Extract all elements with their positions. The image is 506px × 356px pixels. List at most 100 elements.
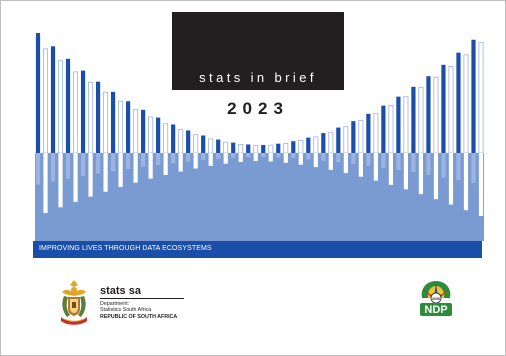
ndp-year: 2030 [432,297,440,301]
lower-gap [343,153,348,174]
upper-bar-outline [43,48,49,154]
upper-bar-outline [103,91,109,154]
lower-bar [276,153,281,158]
upper-bar-outline [343,126,349,154]
ndp-logo-icon: 2030 NDP [420,281,452,316]
upper-bar-outline [433,76,439,154]
lower-gap [298,153,303,165]
lower-bar [246,153,251,158]
lower-gap [283,153,288,163]
lower-gap [448,153,454,205]
upper-bar [95,81,101,153]
lower-bar [351,153,356,164]
upper-bar-outline [283,143,289,154]
upper-bar-outline [448,65,454,154]
lower-gap [208,153,213,166]
lower-bar [231,153,236,158]
upper-bar-outline [478,42,484,154]
lower-gap [178,153,183,172]
upper-bar-outline [163,123,169,154]
lower-gap [103,153,108,192]
lower-bar [50,153,56,182]
lower-bar [441,153,446,178]
lower-gap [358,153,363,177]
lower-gap [148,153,153,179]
upper-bar [126,101,131,153]
lower-bar [261,153,266,158]
lower-bar [35,153,41,185]
upper-bar-outline [223,141,229,154]
upper-bar [321,133,326,153]
upper-bar-outline [328,131,334,154]
lower-gap [433,153,439,200]
lower-bar [366,153,371,166]
statssa-name: stats sa [100,285,141,297]
upper-bar [186,130,191,153]
upper-bar [471,39,476,153]
report-title: stats in brief [199,70,317,85]
lower-bar [141,153,146,167]
lower-bar [336,153,341,163]
upper-bar [216,139,221,153]
upper-bar [231,142,236,153]
upper-bar-outline [208,138,214,154]
upper-bar [171,124,176,153]
report-year: 2023 [227,99,289,118]
upper-bar-outline [418,86,424,154]
tagline-text: IMPROVING LIVES THROUGH DATA ECOSYSTEMS [39,245,212,252]
upper-bar-outline [388,104,394,154]
title-box: stats in brief [172,12,344,90]
pattern-band [35,153,484,241]
lower-gap [328,153,333,170]
lower-bar [396,153,401,171]
lower-gap [373,153,378,181]
upper-bar-outline [148,116,154,154]
upper-bar-outline [118,100,124,154]
upper-bar [411,86,416,153]
upper-bar-outline [268,144,274,154]
department-label: Department: [100,301,130,307]
lower-bar [95,153,101,174]
upper-bar [366,113,371,153]
lower-gap [118,153,123,188]
lower-bar [381,153,386,168]
lower-bar [126,153,131,169]
lower-bar [291,153,296,159]
lower-bar [321,153,326,161]
lower-bar [426,153,431,175]
upper-bar [201,135,206,153]
lower-bar [456,153,461,181]
lower-gap [58,153,63,208]
upper-bar [50,46,56,153]
lower-bar [65,153,71,179]
upper-bar [80,70,86,153]
lower-bar [80,153,86,177]
upper-bar [35,33,41,153]
lower-bar [156,153,161,165]
upper-bar [441,64,446,153]
upper-bar [261,144,266,153]
upper-bar-outline [253,145,259,154]
lower-bar [186,153,191,162]
lower-bar [216,153,221,159]
upper-bar [351,121,356,153]
upper-bar-outline [193,134,199,154]
upper-bar [456,52,461,153]
lower-gap [133,153,138,183]
lower-bar [411,153,416,173]
upper-bar-outline [133,109,139,154]
lower-gap [403,153,409,190]
lower-bar [201,153,206,161]
lower-gap [238,153,243,163]
upper-bar [306,137,311,153]
upper-bar-outline [403,96,409,154]
upper-bar [141,109,146,153]
upper-bar-outline [238,144,244,154]
upper-bar-outline [73,71,79,154]
upper-bar [396,96,401,153]
coat-of-arms-icon [61,280,87,325]
lower-bar [110,153,116,172]
upper-bar-outline [58,60,64,154]
department-block: Department: Statistics South Africa REPU… [100,301,177,320]
upper-bar [276,143,281,153]
